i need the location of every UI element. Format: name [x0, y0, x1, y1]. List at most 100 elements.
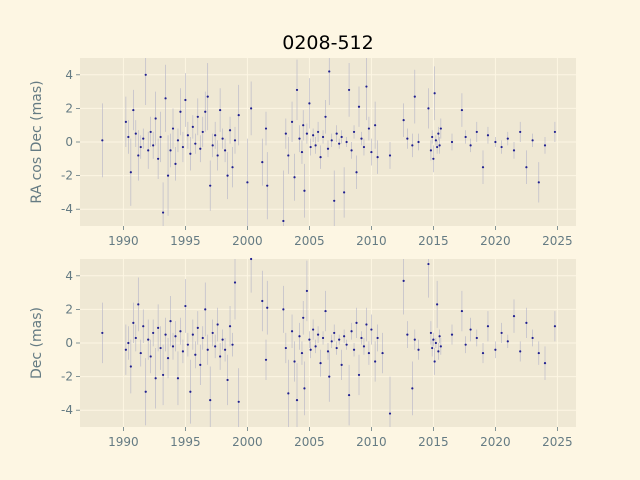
- ra-data-point: [460, 108, 464, 112]
- ra-data-point: [411, 144, 414, 147]
- ra-data-point: [159, 135, 162, 139]
- ra-data-point: [427, 107, 430, 110]
- ra-x-tick-label: 2000: [232, 234, 263, 248]
- dec-data-point: [137, 303, 140, 306]
- dec-data-point: [309, 348, 312, 351]
- ra-data-point: [333, 199, 336, 202]
- dec-data-point: [302, 316, 305, 319]
- ra-data-point: [345, 140, 348, 144]
- dec-data-point: [196, 326, 199, 329]
- ra-data-point: [194, 142, 197, 145]
- ra-data-point: [500, 145, 503, 149]
- ra-data-point: [437, 132, 440, 135]
- dec-data-point: [303, 387, 306, 390]
- ra-data-point: [149, 130, 152, 134]
- dec-data-point: [199, 363, 202, 366]
- ra-data-point: [494, 140, 497, 144]
- dec-data-point: [181, 350, 185, 353]
- ra-data-point: [388, 154, 392, 157]
- ra-y-axis-label: RA cos Dec (mas): [29, 80, 45, 203]
- dec-data-point: [144, 390, 147, 393]
- ra-data-point: [543, 144, 547, 147]
- ra-data-point: [216, 154, 219, 157]
- dec-data-point: [486, 325, 490, 328]
- dec-data-point: [184, 304, 187, 308]
- dec-data-point: [305, 289, 309, 293]
- dec-data-point: [338, 338, 341, 341]
- ra-data-point: [438, 144, 441, 147]
- dec-data-point: [438, 335, 441, 338]
- ra-data-point: [360, 137, 363, 140]
- dec-data-point: [132, 321, 135, 324]
- ra-data-point: [293, 176, 296, 179]
- ra-data-point: [231, 166, 234, 169]
- dec-data-point: [388, 412, 392, 415]
- dec-data-point: [287, 392, 290, 395]
- dec-data-point: [226, 378, 229, 382]
- dec-data-point: [500, 331, 503, 335]
- dec-data-point: [431, 346, 434, 350]
- ra-y-tick-label: 4: [65, 68, 73, 82]
- dec-data-point: [206, 348, 209, 351]
- ra-data-points: [101, 70, 557, 223]
- ra-data-point: [343, 191, 346, 194]
- ra-data-point: [417, 140, 420, 144]
- ra-data-point: [350, 149, 353, 152]
- dec-data-point: [179, 330, 182, 333]
- ra-data-point: [309, 145, 312, 149]
- dec-data-point: [176, 377, 180, 380]
- ra-y-tick-label: -2: [61, 169, 73, 183]
- dec-data-point: [134, 336, 137, 340]
- dec-data-point: [154, 377, 157, 380]
- ra-data-point: [161, 211, 165, 214]
- ra-data-point: [328, 70, 331, 73]
- dec-data-point: [402, 279, 405, 282]
- ra-data-point: [166, 174, 170, 177]
- dec-data-point: [284, 346, 287, 350]
- ra-data-point: [355, 171, 358, 174]
- dec-data-point: [439, 345, 442, 348]
- ra-data-point: [469, 144, 472, 147]
- dec-data-point: [506, 340, 509, 343]
- dec-data-point: [335, 346, 338, 350]
- dec-y-axis-label: Dec (mas): [29, 307, 45, 379]
- dec-data-point: [326, 350, 330, 353]
- ra-x-tick-label: 2010: [356, 234, 387, 248]
- ra-data-point: [481, 166, 485, 169]
- dec-data-point: [149, 355, 152, 358]
- ra-data-point: [314, 144, 317, 147]
- dec-data-point: [340, 363, 343, 366]
- chart-title: 0208-512: [282, 32, 373, 54]
- dec-data-point: [189, 390, 192, 393]
- ra-data-point: [139, 145, 142, 149]
- dec-data-point: [553, 325, 557, 328]
- ra-data-point: [246, 181, 249, 184]
- ra-data-point: [287, 154, 290, 157]
- ra-x-tick-label: 2020: [480, 234, 511, 248]
- ra-data-point: [439, 127, 442, 130]
- dec-data-point: [174, 335, 177, 338]
- ra-data-point: [174, 162, 177, 165]
- dec-data-point: [355, 321, 358, 324]
- dec-data-point: [333, 331, 336, 335]
- ra-data-point: [282, 219, 285, 223]
- ra-data-point: [330, 139, 333, 142]
- dec-data-point: [494, 348, 497, 351]
- dec-data-point: [204, 308, 207, 311]
- ra-data-point: [531, 139, 534, 142]
- dec-x-tick-label: 1995: [170, 435, 201, 449]
- ra-x-tick-label: 1990: [108, 234, 139, 248]
- dec-data-point: [147, 338, 150, 341]
- ra-data-point: [142, 137, 145, 140]
- ra-data-point: [127, 135, 130, 139]
- dec-data-point: [432, 338, 435, 341]
- dec-y-ticks: -4 -2 0 2 4: [61, 269, 80, 417]
- ra-data-point: [370, 150, 373, 154]
- dec-data-point: [350, 330, 353, 333]
- ra-data-point: [171, 127, 175, 130]
- ra-data-point: [450, 140, 454, 144]
- dec-data-point: [537, 351, 540, 355]
- ra-data-point: [464, 135, 467, 139]
- dec-data-point: [345, 343, 348, 346]
- ra-data-point: [303, 189, 306, 192]
